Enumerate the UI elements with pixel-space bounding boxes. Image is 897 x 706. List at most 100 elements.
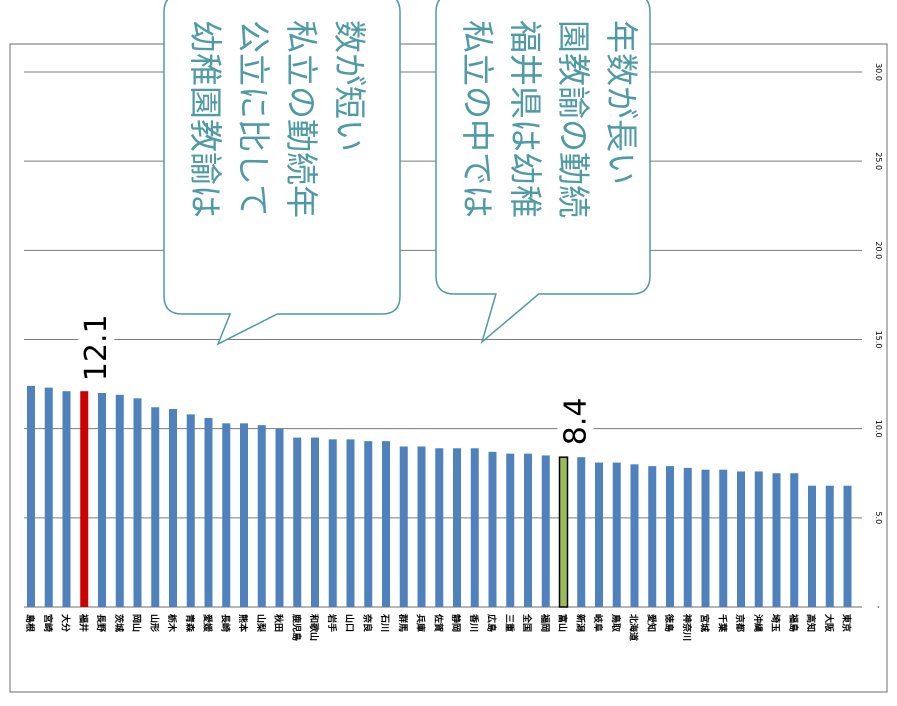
category-label: 静岡 xyxy=(450,614,462,632)
bar xyxy=(382,441,390,607)
category-label: 長野 xyxy=(95,614,106,632)
bar xyxy=(577,457,586,607)
bar xyxy=(506,453,515,607)
callout-text-line: 福井県は幼稚 xyxy=(506,20,545,218)
category-label: 三重 xyxy=(503,614,515,632)
bar xyxy=(311,437,319,607)
bar xyxy=(453,448,461,607)
bar xyxy=(772,473,781,607)
bar xyxy=(825,485,834,607)
bar xyxy=(488,451,497,607)
category-label: 愛知 xyxy=(645,614,657,632)
bar xyxy=(346,439,355,607)
callout-bubble: 幼稚園教諭は 公立に比して 私立の勤続年 数が短い xyxy=(163,0,401,346)
category-label: 佐賀 xyxy=(432,613,444,632)
category-label: 鹿児島 xyxy=(290,613,302,641)
category-label: 福岡 xyxy=(539,613,551,632)
bar xyxy=(683,467,692,607)
bar xyxy=(133,398,142,607)
category-label: 茨城 xyxy=(113,614,125,632)
bar xyxy=(558,456,569,608)
bar xyxy=(364,441,373,607)
bar xyxy=(44,387,53,607)
category-label: 福井 xyxy=(77,613,89,632)
category-label: 高知 xyxy=(805,614,817,632)
bar xyxy=(98,393,106,607)
category-label: 島根 xyxy=(24,614,36,633)
category-label: 山口 xyxy=(344,614,356,632)
category-label: 全国 xyxy=(521,613,533,632)
category-label: 沖縄 xyxy=(752,614,764,632)
y-tick-label: - xyxy=(874,606,883,609)
category-label: 徳島 xyxy=(663,613,675,632)
bar xyxy=(293,437,302,607)
category-label: 大阪 xyxy=(823,614,835,633)
bar xyxy=(790,473,799,607)
annotation-bg xyxy=(78,311,115,390)
bar xyxy=(204,417,213,607)
bar xyxy=(612,462,621,607)
bar xyxy=(399,446,408,607)
bar xyxy=(27,385,35,607)
category-label: 京都 xyxy=(734,614,746,632)
category-label: 兵庫 xyxy=(415,614,427,632)
callout-shape xyxy=(435,0,651,345)
category-label: 宮城 xyxy=(699,614,711,632)
bar xyxy=(595,462,603,607)
callout-bubble: 私立の中では 福井県は幼稚 園教諭の勤続 年数が長い xyxy=(435,0,651,345)
category-label: 千葉 xyxy=(716,614,728,633)
y-tick-label: 10.0 xyxy=(874,420,883,438)
category-label: 埼玉 xyxy=(770,614,782,632)
category-label: 和歌山 xyxy=(308,613,320,641)
bar xyxy=(470,448,479,607)
category-label: 大分 xyxy=(60,614,72,632)
bar xyxy=(630,464,639,607)
bar xyxy=(754,471,763,607)
callout-shape xyxy=(163,0,401,346)
y-tick-label: 20.0 xyxy=(874,241,883,259)
bar xyxy=(541,455,550,607)
category-label: 栃木 xyxy=(166,614,178,633)
bar xyxy=(808,485,816,607)
bar xyxy=(524,453,532,607)
annotation-bg xyxy=(557,375,594,454)
bar xyxy=(151,407,160,607)
y-tick-label: 5.0 xyxy=(874,511,883,524)
category-label: 熊本 xyxy=(237,614,249,633)
bar xyxy=(737,471,745,607)
bar xyxy=(257,425,266,607)
callout-text-line: 園教諭の勤続 xyxy=(554,20,593,218)
y-tick-label: 15.0 xyxy=(874,331,883,349)
category-label: 愛媛 xyxy=(202,614,214,633)
bar xyxy=(222,423,231,607)
callout-text-line: 公立に比して xyxy=(234,20,273,217)
category-label: 富山 xyxy=(557,614,569,632)
y-tick-label: 25.0 xyxy=(874,152,883,170)
bar xyxy=(666,466,674,607)
category-label: 鳥取 xyxy=(610,614,622,633)
category-label: 秋田 xyxy=(273,613,285,632)
bar xyxy=(186,414,195,607)
callout-text-line: 私立の中では xyxy=(458,20,497,218)
bar xyxy=(719,469,728,607)
bar xyxy=(417,446,426,607)
category-label: 群馬 xyxy=(397,613,409,632)
category-label: 石川 xyxy=(379,613,390,632)
bar xyxy=(701,469,710,607)
category-label: 青森 xyxy=(184,614,196,633)
category-label: 山形 xyxy=(148,614,160,632)
value-annotation: 12.1 xyxy=(79,314,114,381)
category-label: 岡山 xyxy=(131,614,143,632)
category-label: 山梨 xyxy=(255,614,267,633)
bar xyxy=(435,448,444,607)
category-label: 岐阜 xyxy=(592,614,604,632)
category-label: 長崎 xyxy=(219,614,231,632)
bar xyxy=(648,466,657,607)
category-label: 香川 xyxy=(468,613,480,632)
value-annotation: 8.4 xyxy=(559,397,594,445)
bar xyxy=(169,409,177,607)
category-label: 広島 xyxy=(486,614,498,632)
category-label: 新潟 xyxy=(574,614,586,632)
bar xyxy=(115,394,124,607)
